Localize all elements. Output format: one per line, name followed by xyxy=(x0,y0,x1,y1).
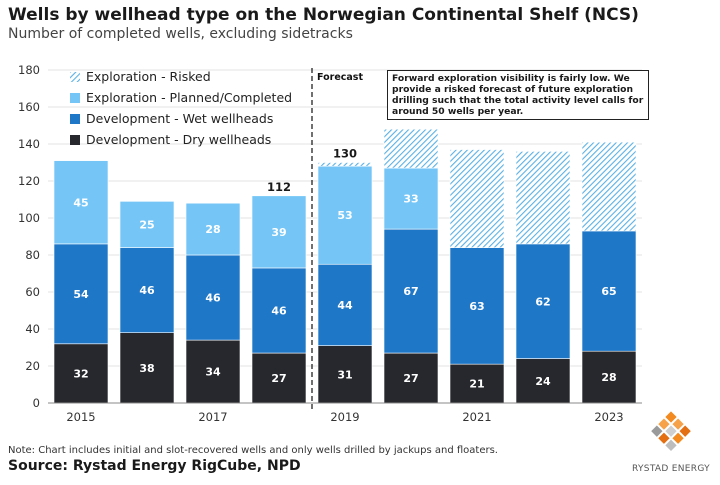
x-tick-label-2017: 2017 xyxy=(198,410,227,424)
bar-1-2016 xyxy=(119,247,175,334)
bar-label-0-2018: 27 xyxy=(271,372,286,385)
bar-2-2017 xyxy=(185,202,241,256)
bar-label-1-2017: 46 xyxy=(205,292,221,305)
legend-swatch-0 xyxy=(70,72,80,82)
bar-0-2021 xyxy=(449,363,505,404)
legend-swatch-3 xyxy=(70,135,80,145)
bar-label-0-2016: 38 xyxy=(139,362,154,375)
bar-label-0-2023: 28 xyxy=(601,371,616,384)
bar-0-2015 xyxy=(53,343,109,404)
bar-3-2020 xyxy=(383,128,439,169)
y-tick-label-40: 40 xyxy=(25,322,40,336)
y-tick-label-160: 160 xyxy=(18,100,40,114)
y-tick-label-80: 80 xyxy=(25,248,40,262)
bar-3-2022 xyxy=(515,151,571,245)
rystad-logo: RYSTAD ENERGY xyxy=(632,410,710,474)
bar-label-0-2015: 32 xyxy=(73,367,88,380)
total-label-2018: 112 xyxy=(267,180,291,194)
bar-label-0-2022: 24 xyxy=(535,375,551,388)
bar-2-2019 xyxy=(317,165,373,265)
bar-2-2016 xyxy=(119,201,175,248)
legend-label-3: Development - Dry wellheads xyxy=(86,132,271,147)
y-tick-label-60: 60 xyxy=(25,285,40,299)
bar-0-2017 xyxy=(185,339,241,404)
brand-name: RYSTAD ENERGY xyxy=(632,464,710,474)
bar-2-2015 xyxy=(53,160,109,245)
legend-label-1: Exploration - Planned/Completed xyxy=(86,90,292,105)
bar-label-2-2015: 45 xyxy=(73,196,88,209)
bar-3-2019 xyxy=(317,162,373,167)
y-tick-label-180: 180 xyxy=(18,63,40,77)
bar-label-1-2020: 67 xyxy=(403,285,418,298)
total-label-2019: 130 xyxy=(333,147,357,161)
bar-2-2018 xyxy=(251,195,307,269)
forecast-label: Forecast xyxy=(317,72,363,83)
y-tick-label-20: 20 xyxy=(25,359,40,373)
bar-1-2022 xyxy=(515,243,571,359)
chart-title: Wells by wellhead type on the Norwegian … xyxy=(8,5,639,25)
bar-3-2023 xyxy=(581,141,637,232)
legend-label-0: Exploration - Risked xyxy=(86,69,211,84)
bar-0-2018 xyxy=(251,352,307,404)
chart-subtitle: Number of completed wells, excluding sid… xyxy=(8,26,353,42)
bar-label-1-2019: 44 xyxy=(337,299,353,312)
bar-0-2023 xyxy=(581,350,637,404)
bar-label-2-2020: 33 xyxy=(403,193,418,206)
footnote: Note: Chart includes initial and slot-re… xyxy=(8,445,498,456)
bar-3-2021 xyxy=(449,149,505,248)
x-tick-label-2015: 2015 xyxy=(66,410,95,424)
bar-label-1-2022: 62 xyxy=(535,295,550,308)
bar-label-1-2018: 46 xyxy=(271,305,287,318)
x-tick-label-2021: 2021 xyxy=(462,410,491,424)
bar-label-2-2019: 53 xyxy=(337,209,352,222)
legend: Exploration - Risked Exploration - Planne… xyxy=(70,69,292,147)
bar-label-1-2016: 46 xyxy=(139,284,155,297)
forecast-annotation: Forward exploration visibility is fairly… xyxy=(387,70,649,120)
bars: 32 38 34 27 31 27 21 24 28 54 46 46 46 44 67 63 62 65 45 25… xyxy=(53,128,637,404)
source-line: Source: Rystad Energy RigCube, NPD xyxy=(8,458,301,474)
bar-label-2-2018: 39 xyxy=(271,226,286,239)
legend-swatch-1 xyxy=(70,93,80,103)
bar-label-1-2023: 65 xyxy=(601,285,616,298)
bar-1-2019 xyxy=(317,263,373,346)
bar-1-2017 xyxy=(185,254,241,341)
axes: 0 20 40 60 80 100 120 140 160 180 2015 2017 2019 2021… xyxy=(18,63,642,424)
bar-label-0-2019: 31 xyxy=(337,368,352,381)
y-tick-label-100: 100 xyxy=(18,211,40,225)
stacked-bar-chart: 32 38 34 27 31 27 21 24 28 54 46 46 46 44 67 63 62 65 45 25… xyxy=(18,63,642,424)
bar-0-2016 xyxy=(119,332,175,404)
y-tick-label-140: 140 xyxy=(18,137,40,151)
bar-1-2015 xyxy=(53,243,109,345)
bar-label-0-2017: 34 xyxy=(205,366,221,379)
legend-swatch-2 xyxy=(70,114,80,124)
y-tick-label-120: 120 xyxy=(18,174,40,188)
x-tick-label-2019: 2019 xyxy=(330,410,359,424)
rystad-logo-icon xyxy=(651,411,691,451)
y-tick-label-0: 0 xyxy=(33,396,40,410)
bar-2-2020 xyxy=(383,167,439,230)
bar-1-2021 xyxy=(449,247,505,365)
bar-1-2023 xyxy=(581,230,637,352)
legend-label-2: Development - Wet wellheads xyxy=(86,111,273,126)
x-tick-label-2023: 2023 xyxy=(594,410,623,424)
bar-label-0-2020: 27 xyxy=(403,372,418,385)
bar-label-1-2021: 63 xyxy=(469,300,484,313)
bar-label-2-2017: 28 xyxy=(205,223,220,236)
bar-label-0-2021: 21 xyxy=(469,378,484,391)
bar-label-2-2016: 25 xyxy=(139,218,154,231)
bar-label-1-2015: 54 xyxy=(73,288,89,301)
